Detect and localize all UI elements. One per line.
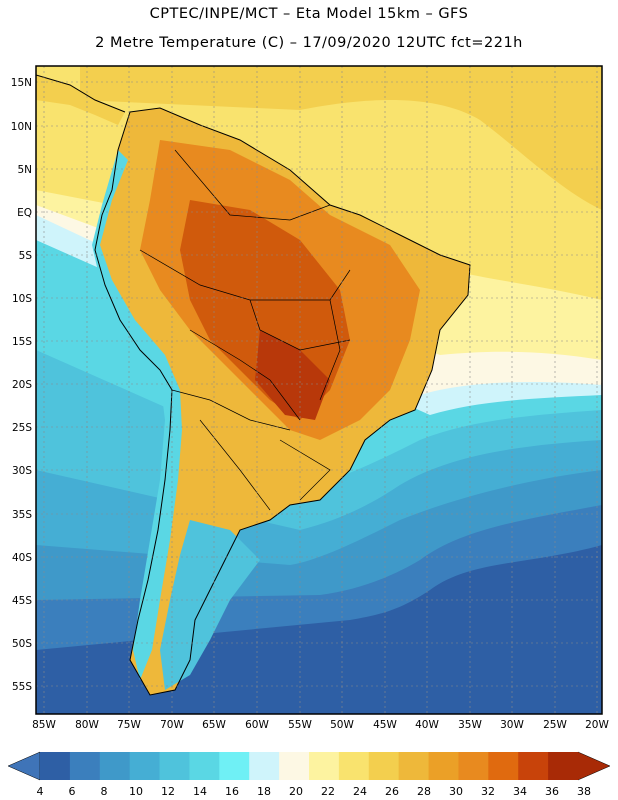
lat-label: 15N (11, 77, 32, 89)
lat-label: 50S (12, 638, 32, 650)
lat-label: 10S (12, 293, 32, 305)
graticule (36, 66, 602, 714)
colorbar-label: 30 (449, 785, 463, 798)
colorbar-label: 8 (101, 785, 108, 798)
map-title: CPTEC/INPE/MCT – Eta Model 15km – GFS (149, 6, 469, 22)
lat-label: 55S (12, 681, 32, 693)
lat-label: 40S (12, 552, 32, 564)
colorbar-label: 34 (513, 785, 527, 798)
colorbar: 4 6 8 10 12 14 16 18 20 22 24 26 28 30 3… (7, 751, 611, 798)
lon-label: 35W (458, 719, 482, 731)
colorbar-label: 32 (481, 785, 495, 798)
colorbar-cell (488, 752, 519, 780)
map-area (36, 66, 602, 714)
colorbar-cell (189, 752, 220, 780)
colorbar-label: 12 (161, 785, 175, 798)
longitude-labels: 85W 80W 75W 70W 65W 60W 55W 50W 45W 40W … (32, 719, 609, 731)
colorbar-label: 16 (225, 785, 239, 798)
colorbar-label: 10 (129, 785, 143, 798)
lon-label: 55W (288, 719, 312, 731)
colorbar-cell (458, 752, 489, 780)
lat-label: 45S (12, 595, 32, 607)
land-peak-zone (255, 330, 330, 420)
lat-label: 25S (12, 422, 32, 434)
colorbar-cell (40, 752, 71, 780)
lon-label: 40W (415, 719, 439, 731)
lat-label: 30S (12, 465, 32, 477)
lon-label: 75W (117, 719, 141, 731)
colorbar-label: 26 (385, 785, 399, 798)
ocean-band-28 (80, 66, 602, 210)
colorbar-cell (129, 752, 161, 780)
colorbar-cells (40, 752, 579, 780)
lon-label: 30W (500, 719, 524, 731)
colorbar-labels: 4 6 8 10 12 14 16 18 20 22 24 26 28 30 3… (37, 785, 592, 798)
latitude-labels: 15N 10N 5N EQ 5S 10S 15S 20S 25S 30S 35S… (11, 77, 33, 693)
colorbar-label: 38 (577, 785, 591, 798)
lat-label: 5N (17, 164, 32, 176)
patagonia-cool (160, 520, 260, 690)
lon-label: 45W (373, 719, 397, 731)
lon-label: 80W (75, 719, 99, 731)
colorbar-label: 14 (193, 785, 207, 798)
lat-label: EQ (17, 207, 32, 219)
lat-label: 35S (12, 509, 32, 521)
andes-cold-strip (92, 150, 182, 680)
colorbar-cell (249, 752, 280, 780)
lon-label: 60W (245, 719, 269, 731)
lat-label: 10N (11, 121, 32, 133)
colorbar-label: 6 (69, 785, 76, 798)
lat-label: 15S (12, 336, 32, 348)
colorbar-cell (69, 752, 101, 780)
colorbar-cell (518, 752, 549, 780)
colorbar-label: 28 (417, 785, 431, 798)
colorbar-cell (548, 752, 579, 780)
lon-label: 70W (160, 719, 184, 731)
lat-label: 20S (12, 379, 32, 391)
map-subtitle: 2 Metre Temperature (C) – 17/09/2020 12U… (95, 35, 523, 51)
central-america-coast (36, 74, 126, 113)
lon-label: 65W (202, 719, 226, 731)
central-america-land (36, 75, 125, 125)
colorbar-cell (398, 752, 430, 780)
country-borders (139, 149, 351, 511)
colorbar-label: 20 (289, 785, 303, 798)
colorbar-label: 18 (257, 785, 271, 798)
colorbar-cell (338, 752, 370, 780)
colorbar-high-arrow (577, 751, 611, 781)
lon-label: 50W (330, 719, 354, 731)
colorbar-label: 36 (545, 785, 559, 798)
colorbar-label: 24 (353, 785, 367, 798)
colorbar-cell (428, 752, 459, 780)
colorbar-cell (159, 752, 190, 780)
colorbar-cell (368, 752, 400, 780)
colorbar-label: 22 (321, 785, 335, 798)
colorbar-label: 4 (37, 785, 44, 798)
colorbar-cell (309, 752, 340, 780)
colorbar-cell (279, 752, 310, 780)
lon-label: 20W (585, 719, 609, 731)
lat-label: 5S (19, 250, 33, 262)
lon-label: 85W (32, 719, 56, 731)
colorbar-cell (99, 752, 131, 780)
lon-label: 25W (543, 719, 567, 731)
colorbar-cell (219, 752, 250, 780)
map-frame (35, 65, 603, 715)
colorbar-low-arrow (7, 751, 41, 781)
coastline (94, 107, 471, 696)
